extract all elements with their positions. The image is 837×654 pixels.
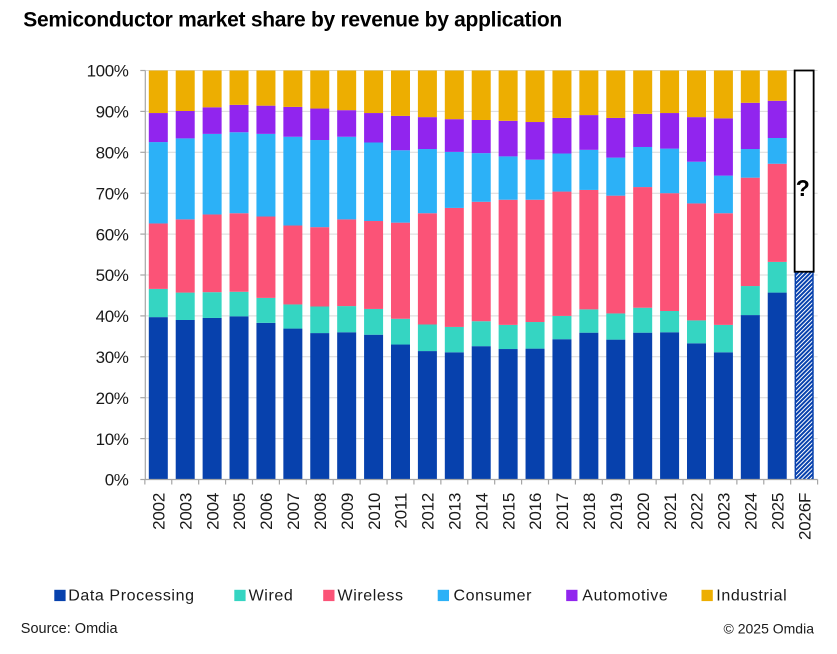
svg-text:© 2025 Omdia: © 2025 Omdia (724, 620, 815, 636)
svg-text:70%: 70% (96, 184, 129, 203)
svg-text:2003: 2003 (176, 493, 195, 530)
svg-text:2024: 2024 (742, 493, 761, 530)
svg-text:80%: 80% (96, 144, 129, 163)
svg-text:2014: 2014 (472, 493, 491, 530)
svg-text:2026F: 2026F (795, 493, 814, 540)
svg-text:2019: 2019 (607, 493, 626, 530)
svg-text:2006: 2006 (257, 493, 276, 530)
svg-text:30%: 30% (96, 348, 129, 367)
svg-text:2018: 2018 (580, 493, 599, 530)
svg-text:2008: 2008 (311, 493, 330, 530)
svg-text:2017: 2017 (553, 493, 572, 530)
svg-text:2011: 2011 (392, 493, 411, 529)
svg-text:Data Processing: Data Processing (68, 588, 194, 605)
svg-text:2023: 2023 (715, 493, 734, 530)
svg-text:Source: Omdia: Source: Omdia (21, 621, 119, 637)
svg-text:2013: 2013 (446, 493, 465, 530)
svg-text:2002: 2002 (150, 493, 169, 530)
svg-text:Consumer: Consumer (454, 588, 533, 605)
svg-text:100%: 100% (87, 62, 129, 81)
svg-text:2009: 2009 (338, 493, 357, 530)
svg-text:Automotive: Automotive (582, 588, 668, 605)
svg-text:90%: 90% (96, 103, 129, 122)
svg-text:2004: 2004 (203, 493, 222, 530)
svg-text:Semiconductor market share by: Semiconductor market share by revenue by… (23, 9, 562, 32)
svg-text:Wired: Wired (249, 588, 294, 605)
svg-text:2022: 2022 (688, 493, 707, 530)
svg-text:2020: 2020 (634, 493, 653, 530)
svg-text:40%: 40% (96, 307, 129, 326)
svg-text:20%: 20% (96, 389, 129, 408)
svg-text:2012: 2012 (419, 493, 438, 530)
svg-text:60%: 60% (96, 225, 129, 244)
svg-text:10%: 10% (96, 430, 129, 449)
svg-text:2025: 2025 (768, 493, 787, 530)
svg-text:2010: 2010 (365, 493, 384, 530)
svg-text:Industrial: Industrial (716, 588, 787, 605)
svg-text:Wireless: Wireless (338, 588, 404, 605)
svg-text:2007: 2007 (284, 493, 303, 530)
svg-text:2016: 2016 (526, 493, 545, 530)
svg-text:2015: 2015 (499, 493, 518, 530)
svg-text:2005: 2005 (230, 493, 249, 530)
svg-text:2021: 2021 (661, 493, 680, 530)
svg-text:?: ? (796, 175, 810, 201)
svg-text:0%: 0% (105, 471, 129, 490)
svg-text:50%: 50% (96, 266, 129, 285)
